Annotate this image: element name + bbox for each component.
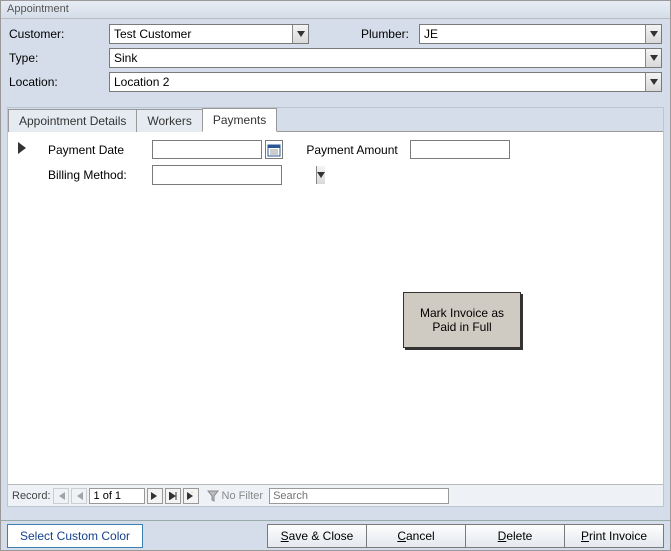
delete-button[interactable]: Delete [465,524,565,548]
record-label: Record: [12,490,51,502]
type-input[interactable] [110,50,645,66]
nav-new-icon[interactable]: * [183,488,199,504]
calendar-icon[interactable] [265,140,283,159]
type-combo[interactable] [109,48,662,68]
header-form: Customer: Plumber: Type: Location: [1,19,670,103]
row-selector-icon[interactable] [12,140,32,156]
save-close-rest: ave & Close [289,529,354,543]
payment-date-label: Payment Date [48,143,144,157]
print-invoice-button[interactable]: Print Invoice [564,524,664,548]
tabs-container: Appointment Details Workers Payments Pay… [7,107,664,507]
nav-prev-icon[interactable] [71,488,87,504]
plumber-input[interactable] [420,26,645,42]
mark-paid-button[interactable]: Mark Invoice as Paid in Full [403,292,521,348]
filter-indicator[interactable]: No Filter [207,490,264,502]
nav-next-icon[interactable] [147,488,163,504]
payment-amount-label: Payment Amount [306,143,402,157]
tab-payments[interactable]: Payments [202,108,277,132]
nav-first-icon[interactable] [53,488,69,504]
location-input[interactable] [110,74,645,90]
search-input[interactable] [269,488,449,504]
location-label: Location: [9,75,109,89]
location-dropdown-icon[interactable] [645,73,661,91]
customer-input[interactable] [110,26,292,42]
delete-rest: elete [506,529,532,543]
nav-last-icon[interactable] [165,488,181,504]
tab-workers[interactable]: Workers [136,109,202,132]
billing-method-label: Billing Method: [48,168,144,182]
plumber-dropdown-icon[interactable] [645,25,661,43]
print-rest: rint Invoice [589,529,647,543]
select-color-button[interactable]: Select Custom Color [7,524,143,548]
bottom-action-bar: Select Custom Color Save & Close Cancel … [1,520,670,550]
record-navigator: Record: * No Filter [8,484,663,506]
type-dropdown-icon[interactable] [645,49,661,67]
customer-combo[interactable] [109,24,309,44]
payment-date-input[interactable] [152,140,262,159]
billing-method-input[interactable] [153,167,316,183]
billing-method-dropdown-icon[interactable] [316,166,325,184]
plumber-combo[interactable] [419,24,662,44]
location-combo[interactable] [109,72,662,92]
appointment-window: Appointment Customer: Plumber: Type: Loc… [0,0,671,551]
tab-strip: Appointment Details Workers Payments [8,108,663,132]
mark-paid-label: Mark Invoice as Paid in Full [408,306,516,334]
customer-dropdown-icon[interactable] [292,25,308,43]
billing-method-combo[interactable] [152,165,282,185]
plumber-label: Plumber: [309,27,419,41]
payment-amount-input[interactable] [410,140,510,159]
no-filter-label: No Filter [222,490,264,502]
tab-appointment-details[interactable]: Appointment Details [8,109,137,132]
window-title: Appointment [1,1,670,19]
cancel-rest: ancel [406,529,435,543]
save-close-button[interactable]: Save & Close [267,524,367,548]
type-label: Type: [9,51,109,65]
tab-body-payments: Payment Date Payment Amount Billing Meth… [8,132,663,484]
record-counter[interactable] [89,488,145,504]
svg-text:*: * [191,492,194,497]
customer-label: Customer: [9,27,109,41]
funnel-icon [207,490,219,502]
cancel-button[interactable]: Cancel [366,524,466,548]
